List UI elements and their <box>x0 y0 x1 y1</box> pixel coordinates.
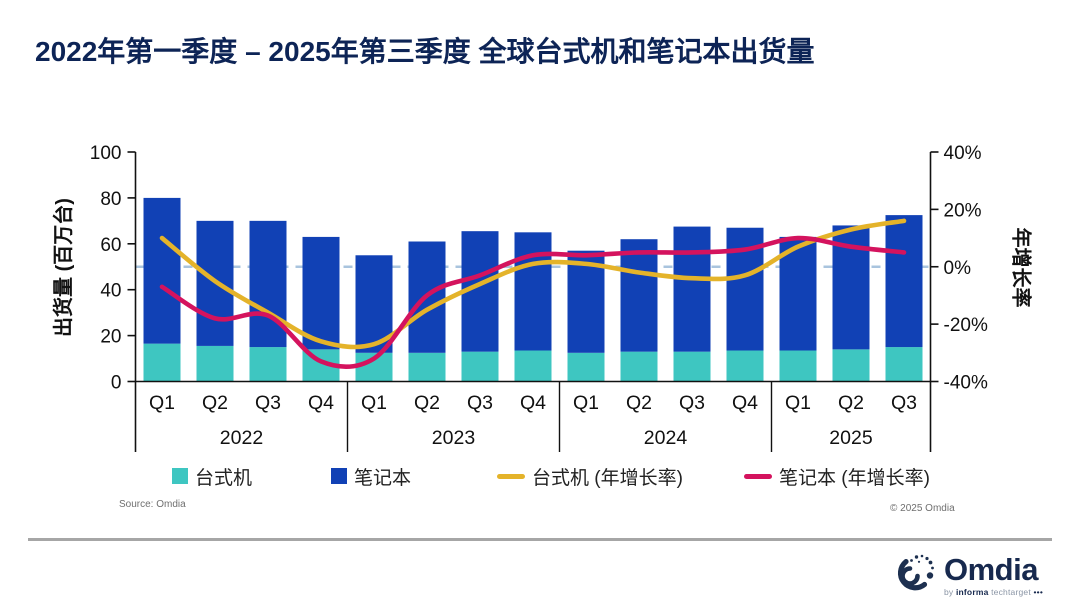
quarter-label: Q4 <box>308 392 334 414</box>
quarter-label: Q2 <box>626 392 652 414</box>
right-axis-tick-label: -20% <box>944 315 988 336</box>
bar-desktop <box>249 347 287 382</box>
legend-swatch-desktop-growth <box>497 473 525 479</box>
legend-swatch-notebook <box>331 468 347 484</box>
omdia-logo: Omdia by informa techtarget ••• <box>886 548 1043 604</box>
legend: 台式机 笔记本 台式机 (年增长率) 笔记本 (年增长率) <box>0 463 1080 489</box>
quarter-label: Q4 <box>520 392 546 414</box>
left-axis-tick-label: 20 <box>100 327 121 348</box>
quarter-label: Q3 <box>679 392 705 414</box>
legend-item-desktop: 台式机 <box>172 463 252 489</box>
legend-swatch-desktop <box>172 468 188 484</box>
left-axis-tick-label: 80 <box>100 189 121 210</box>
bar-notebook <box>249 220 287 348</box>
quarter-label: Q2 <box>414 392 440 414</box>
year-label: 2025 <box>829 427 873 449</box>
quarter-label: Q1 <box>573 392 599 414</box>
bar-desktop <box>567 352 605 382</box>
bar-notebook <box>779 236 817 351</box>
bar-desktop <box>620 351 658 382</box>
quarter-label: Q2 <box>202 392 228 414</box>
bar-notebook <box>514 232 552 351</box>
bar-notebook <box>143 197 181 344</box>
page-title: 2022年第一季度 – 2025年第三季度 全球台式机和笔记本出货量 <box>35 36 815 67</box>
bar-desktop <box>196 345 234 382</box>
bar-notebook <box>885 215 923 348</box>
bar-desktop <box>832 349 870 382</box>
bar-desktop <box>461 351 499 382</box>
bar-desktop <box>514 350 552 382</box>
quarter-label: Q2 <box>838 392 864 414</box>
bar-desktop <box>408 352 446 382</box>
quarter-label: Q3 <box>891 392 917 414</box>
year-label: 2024 <box>644 427 688 449</box>
bar-desktop <box>143 343 181 382</box>
bar-desktop <box>673 351 711 382</box>
notebook-growth-line <box>159 235 907 370</box>
left-axis-tick-label: 100 <box>90 143 122 164</box>
bar-notebook <box>673 226 711 352</box>
bar-desktop <box>779 350 817 382</box>
quarter-label: Q3 <box>255 392 281 414</box>
footer-divider <box>28 538 1052 541</box>
right-axis-tick-label: -40% <box>944 373 988 394</box>
legend-item-notebook: 笔记本 <box>331 463 411 489</box>
bar-desktop <box>726 350 764 382</box>
omdia-logo-byline: by informa techtarget ••• <box>944 586 1043 597</box>
bar-desktop <box>885 347 923 382</box>
legend-item-desktop-growth: 台式机 (年增长率) <box>497 463 683 489</box>
bar-notebook <box>302 236 340 350</box>
bar-notebook <box>620 239 658 352</box>
legend-label-desktop: 台式机 <box>195 467 253 489</box>
left-axis-tick-label: 60 <box>100 235 121 256</box>
source-note: Source: Omdia <box>119 499 186 510</box>
copyright-note: © 2025 Omdia <box>890 503 955 514</box>
right-axis-tick-label: 40% <box>944 143 982 164</box>
quarter-label: Q1 <box>149 392 175 414</box>
quarter-label: Q3 <box>467 392 493 414</box>
quarter-label: Q1 <box>785 392 811 414</box>
year-label: 2022 <box>220 427 263 449</box>
legend-swatch-notebook-growth <box>744 473 772 479</box>
quarter-label: Q4 <box>732 392 758 414</box>
right-axis-tick-label: 0% <box>944 258 972 279</box>
left-axis-tick-label: 40 <box>100 281 121 302</box>
legend-label-desktop-growth: 台式机 (年增长率) <box>532 467 683 489</box>
legend-label-notebook: 笔记本 <box>354 467 412 489</box>
right-axis-tick-label: 20% <box>944 200 982 221</box>
legend-item-notebook-growth: 笔记本 (年增长率) <box>744 463 930 489</box>
left-axis-tick-label: 0 <box>111 373 122 394</box>
desktop-growth-line <box>159 218 907 350</box>
year-label: 2023 <box>432 427 475 449</box>
legend-label-notebook-growth: 笔记本 (年增长率) <box>779 467 930 489</box>
quarter-label: Q1 <box>361 392 387 414</box>
omdia-logo-icon <box>897 554 934 591</box>
omdia-logo-text: Omdia <box>944 552 1038 588</box>
